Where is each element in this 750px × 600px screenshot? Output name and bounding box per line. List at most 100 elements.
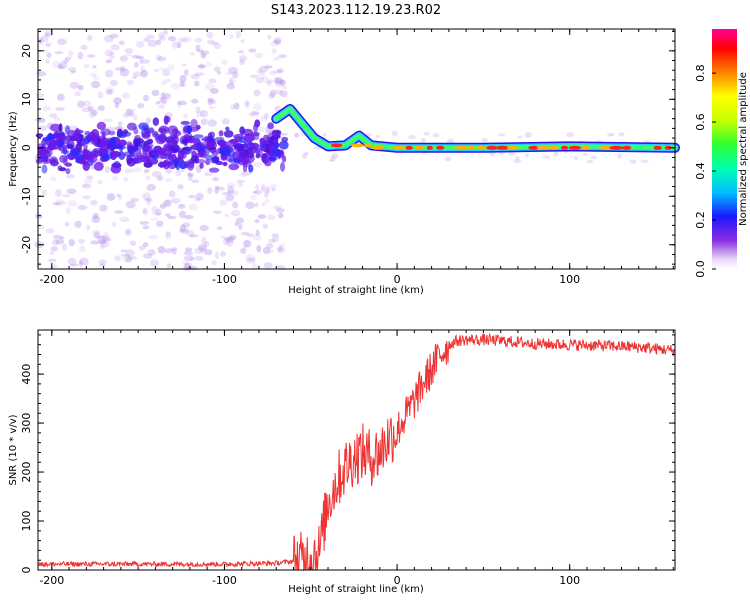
noise-band-blob bbox=[118, 151, 126, 160]
spectrogram-y-tick-label: -10 bbox=[20, 187, 33, 205]
noise-blob bbox=[238, 181, 243, 188]
noise-blob bbox=[44, 29, 54, 37]
noise-band-blob bbox=[42, 137, 51, 142]
noise-blob bbox=[331, 152, 339, 159]
noise-blob bbox=[125, 52, 133, 57]
noise-band-blob bbox=[131, 156, 140, 165]
noise-blob bbox=[553, 151, 559, 157]
snr-x-label: Height of straight line (km) bbox=[288, 584, 424, 595]
noise-blob bbox=[214, 251, 219, 260]
noise-band-blob bbox=[208, 167, 220, 173]
noise-band-blob bbox=[267, 157, 277, 162]
noise-blob bbox=[407, 134, 416, 140]
noise-blob bbox=[102, 231, 110, 238]
noise-blob bbox=[104, 166, 110, 174]
noise-blob bbox=[135, 55, 145, 60]
noise-band-blob bbox=[151, 151, 163, 156]
noise-blob bbox=[130, 197, 139, 202]
noise-blob bbox=[186, 230, 195, 237]
signal-hotspot bbox=[426, 145, 434, 150]
noise-blob bbox=[59, 236, 65, 240]
noise-blob bbox=[142, 37, 151, 43]
noise-blob bbox=[104, 86, 115, 93]
noise-blob bbox=[125, 256, 133, 263]
noise-blob bbox=[227, 190, 234, 196]
noise-blob bbox=[250, 74, 259, 79]
noise-blob bbox=[106, 89, 113, 95]
noise-blob bbox=[98, 239, 107, 245]
noise-blob bbox=[237, 225, 243, 231]
noise-blob bbox=[278, 54, 287, 59]
noise-blob bbox=[194, 197, 201, 202]
noise-band-blob bbox=[199, 162, 204, 169]
noise-band-blob bbox=[89, 135, 99, 145]
noise-band-blob bbox=[209, 146, 217, 154]
noise-blob bbox=[204, 171, 213, 177]
spectrogram-x-tick-label: -100 bbox=[212, 273, 237, 286]
noise-blob bbox=[213, 210, 222, 214]
noise-blob bbox=[233, 102, 240, 110]
noise-blob bbox=[195, 106, 201, 114]
noise-band-blob bbox=[133, 126, 139, 135]
noise-band-blob bbox=[75, 133, 81, 143]
noise-blob bbox=[201, 236, 207, 245]
signal-hotspot bbox=[528, 145, 539, 150]
noise-blob bbox=[120, 249, 128, 253]
noise-blob bbox=[269, 89, 277, 98]
spectrogram-y-ticks: -20 -10 0 10 20 bbox=[20, 30, 675, 265]
noise-blob bbox=[77, 84, 84, 91]
noise-band-blob bbox=[65, 168, 71, 175]
noise-blob bbox=[195, 49, 204, 53]
noise-blob bbox=[137, 102, 145, 109]
noise-blob bbox=[256, 244, 262, 253]
noise-blob bbox=[165, 178, 173, 182]
noise-blob bbox=[120, 253, 131, 257]
signal-hotspot bbox=[664, 145, 672, 150]
noise-blob bbox=[188, 203, 199, 211]
noise-blob bbox=[224, 213, 230, 218]
noise-blob bbox=[226, 239, 234, 248]
noise-blob bbox=[58, 61, 68, 70]
noise-blob bbox=[228, 76, 236, 85]
noise-band-blob bbox=[84, 155, 95, 160]
noise-blob bbox=[187, 172, 195, 178]
noise-blob bbox=[157, 56, 167, 62]
noise-blob bbox=[99, 241, 110, 248]
noise-blob bbox=[193, 80, 200, 87]
noise-blob bbox=[273, 56, 280, 62]
noise-blob bbox=[67, 66, 77, 73]
noise-blob bbox=[255, 189, 262, 195]
noise-blob bbox=[268, 238, 276, 243]
noise-blob bbox=[74, 91, 81, 97]
noise-band-blob bbox=[264, 160, 272, 167]
noise-blob bbox=[54, 51, 64, 55]
noise-blob bbox=[573, 156, 579, 161]
noise-band-blob bbox=[255, 152, 260, 159]
noise-blob bbox=[88, 109, 96, 118]
signal-hotspot bbox=[414, 145, 425, 150]
noise-blob bbox=[41, 189, 48, 197]
noise-blob bbox=[142, 242, 149, 248]
noise-blob bbox=[261, 202, 266, 206]
noise-blob bbox=[199, 109, 209, 118]
noise-band-blob bbox=[175, 147, 186, 153]
noise-blob bbox=[145, 117, 152, 124]
noise-blob bbox=[199, 50, 210, 55]
noise-blob bbox=[83, 178, 93, 185]
signal-hotspot bbox=[495, 145, 510, 150]
noise-blob bbox=[92, 212, 99, 219]
noise-blob bbox=[200, 118, 208, 126]
noise-blob bbox=[92, 75, 100, 81]
noise-blob bbox=[177, 184, 184, 190]
noise-blob bbox=[142, 207, 149, 216]
noise-blob bbox=[221, 191, 231, 196]
noise-band-blob bbox=[195, 124, 201, 130]
noise-blob bbox=[239, 247, 247, 255]
noise-blob bbox=[97, 105, 105, 112]
noise-band-blob bbox=[126, 141, 133, 147]
noise-blob bbox=[175, 168, 182, 177]
noise-blob bbox=[513, 158, 522, 164]
noise-blob bbox=[64, 222, 70, 227]
noise-blob bbox=[141, 59, 151, 64]
noise-band-blob bbox=[102, 154, 109, 160]
